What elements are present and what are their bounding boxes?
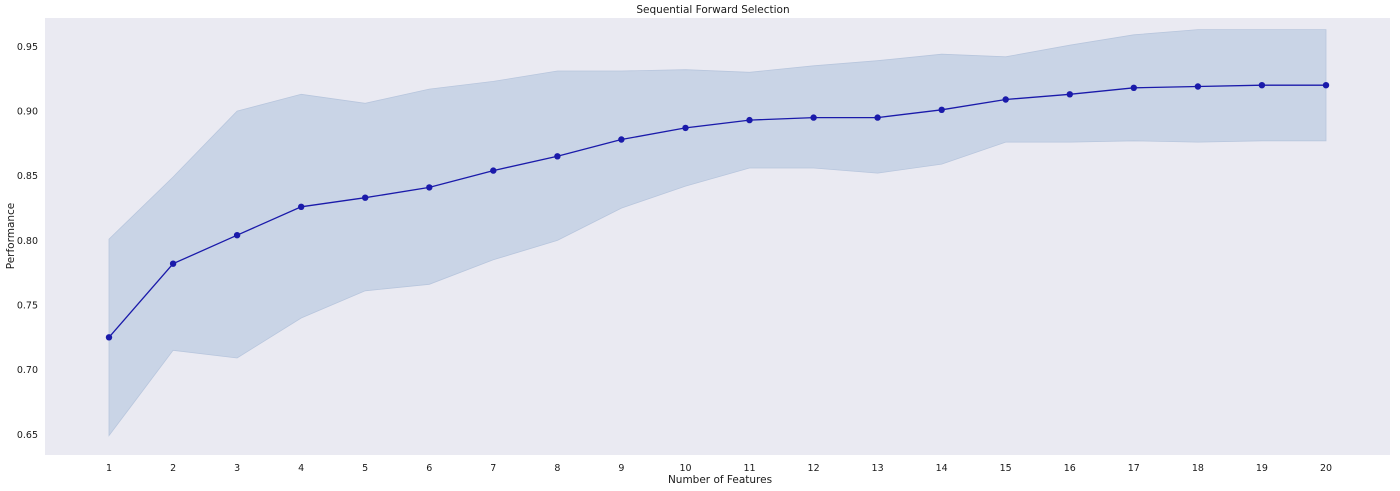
- x-tick-label: 11: [743, 463, 755, 474]
- x-tick-label: 12: [808, 463, 820, 474]
- chart-title: Sequential Forward Selection: [636, 4, 789, 16]
- data-point: [1322, 82, 1330, 89]
- x-tick-label: 17: [1128, 463, 1140, 474]
- series-line: [108, 84, 1326, 338]
- x-axis-label: Number of Features: [668, 474, 772, 486]
- y-tick-label: 0.75: [17, 301, 38, 312]
- y-axis-label: Performance: [5, 203, 17, 270]
- y-tick-label: 0.80: [17, 236, 38, 247]
- data-point: [1066, 91, 1074, 98]
- data-point: [426, 184, 433, 191]
- confidence-band-layer: [108, 29, 1327, 437]
- x-tick-label: 5: [362, 463, 368, 474]
- data-point: [1194, 83, 1202, 90]
- x-tick-label: 1: [106, 463, 112, 474]
- data-point: [746, 116, 753, 124]
- data-point: [874, 114, 881, 121]
- y-axis-ticks: 0.65 0.70 0.75 0.80 0.85 0.90 0.95: [17, 42, 38, 441]
- data-point: [682, 124, 689, 132]
- x-tick-label: 10: [679, 463, 691, 474]
- x-tick-label: 16: [1064, 463, 1076, 474]
- data-point: [938, 106, 945, 114]
- x-tick-label: 13: [872, 463, 884, 474]
- data-point: [490, 167, 497, 174]
- x-tick-label: 15: [1000, 463, 1012, 474]
- x-tick-label: 8: [554, 463, 560, 474]
- x-tick-label: 18: [1192, 463, 1204, 474]
- x-tick-label: 20: [1320, 463, 1332, 474]
- series-points-layer: [105, 82, 1330, 341]
- x-tick-label: 14: [936, 463, 948, 474]
- data-point: [1258, 82, 1266, 89]
- data-point: [362, 194, 369, 201]
- data-point: [169, 260, 177, 267]
- y-tick-label: 0.85: [17, 171, 38, 182]
- x-axis-ticks: 1 2 3 4 5 6 7 8 9 10 11 12 13 14 15 16 17 18 19 20: [106, 463, 1332, 474]
- data-point: [298, 203, 305, 210]
- data-point: [810, 114, 817, 121]
- y-tick-label: 0.65: [17, 430, 38, 441]
- x-tick-label: 19: [1256, 463, 1268, 474]
- data-point: [233, 232, 241, 239]
- confidence-band: [108, 29, 1327, 437]
- y-tick-label: 0.90: [17, 107, 38, 118]
- data-point: [1130, 84, 1138, 92]
- y-tick-label: 0.70: [17, 365, 38, 376]
- y-tick-label: 0.95: [17, 42, 38, 53]
- x-tick-label: 7: [490, 463, 496, 474]
- x-tick-label: 4: [298, 463, 304, 474]
- data-point: [554, 153, 561, 160]
- series-line-layer: [108, 84, 1326, 338]
- data-point: [618, 136, 625, 143]
- x-tick-label: 6: [426, 463, 432, 474]
- data-point: [105, 334, 113, 341]
- x-tick-label: 3: [234, 463, 240, 474]
- x-tick-label: 2: [170, 463, 176, 474]
- x-tick-label: 9: [618, 463, 624, 474]
- data-point: [1002, 96, 1009, 103]
